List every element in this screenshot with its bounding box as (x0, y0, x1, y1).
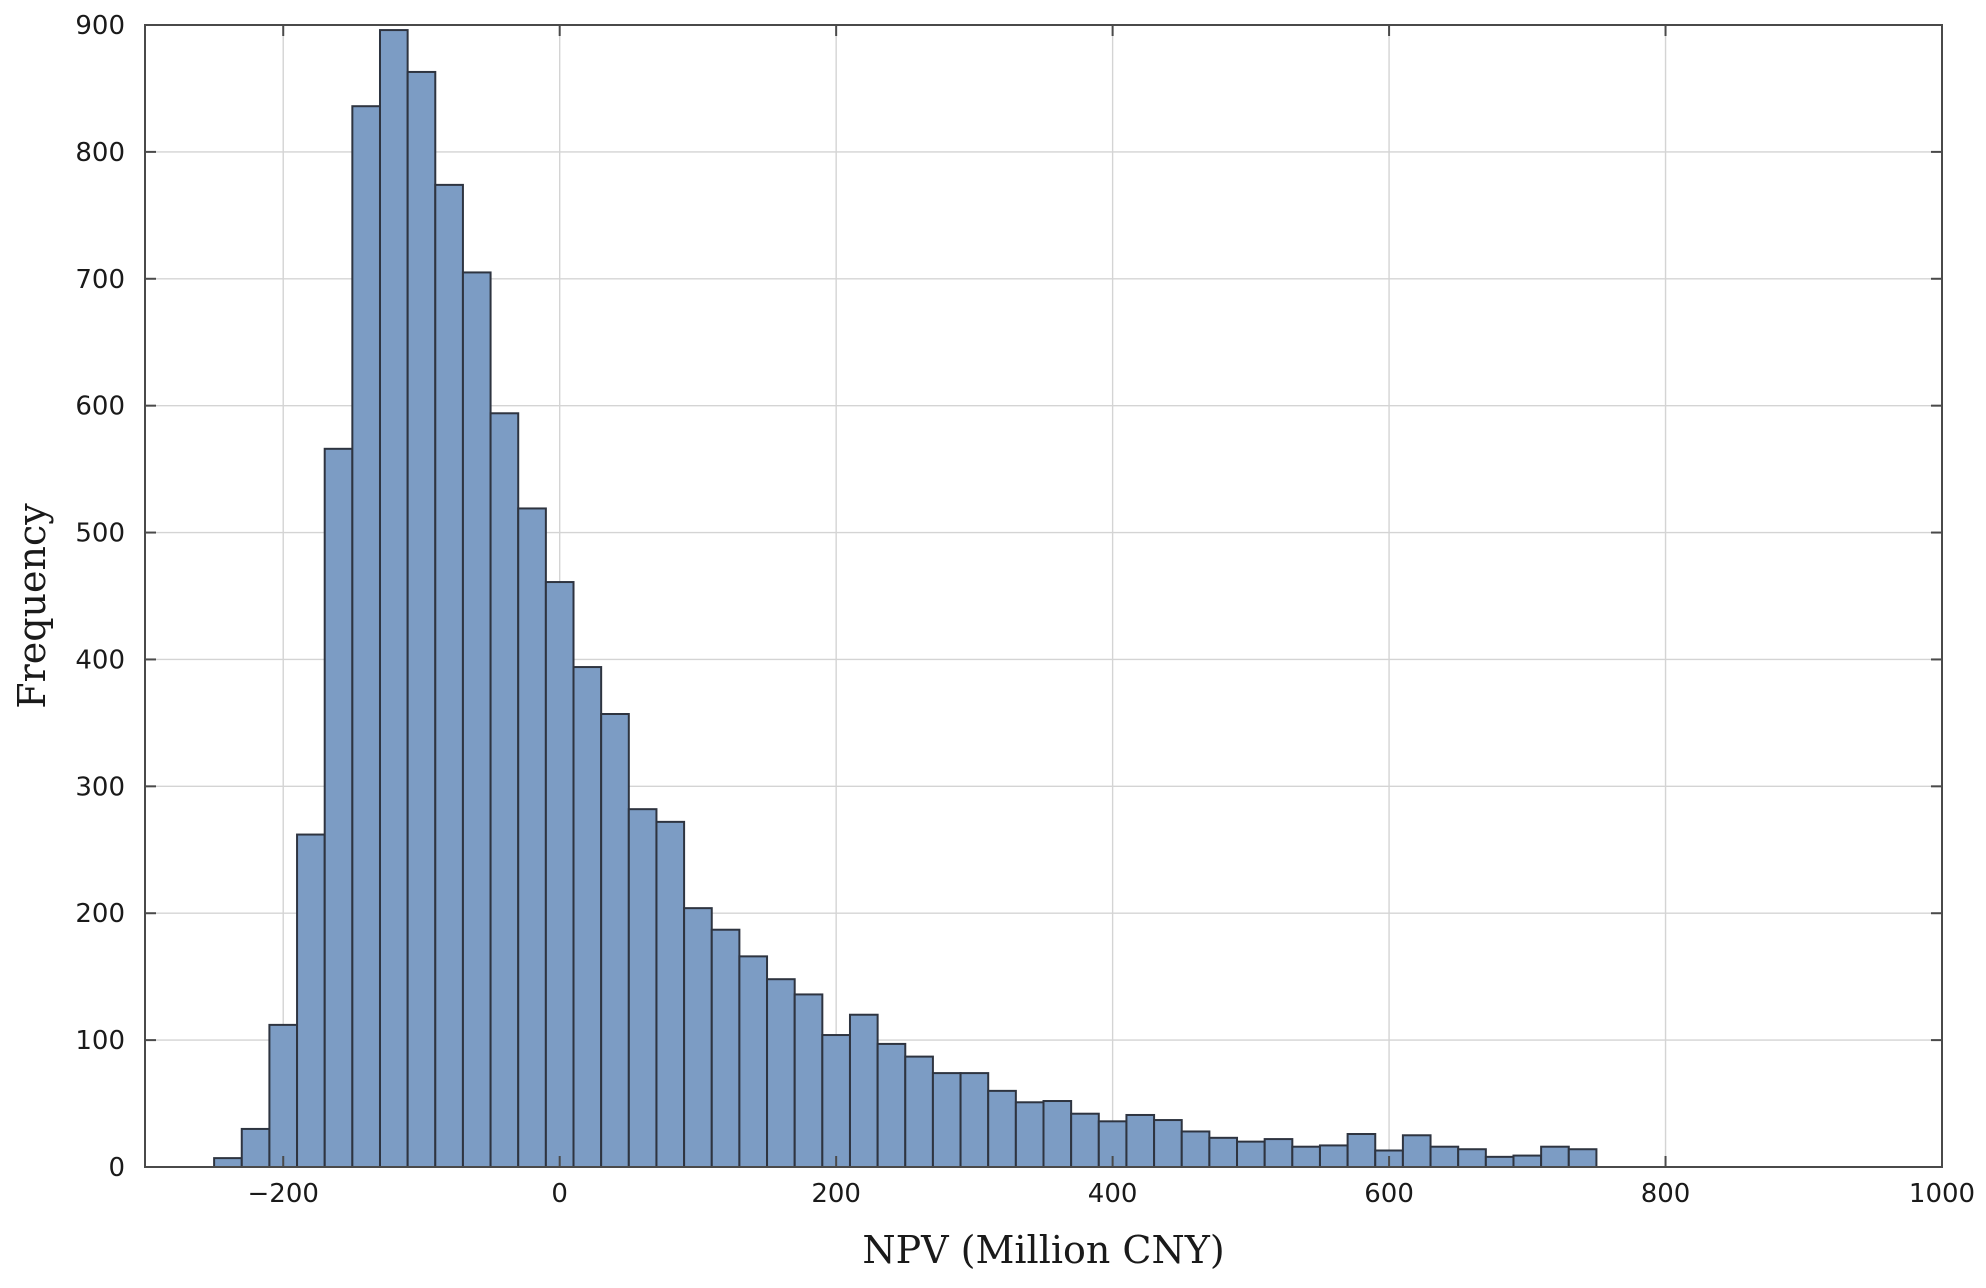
x-tick-label: 800 (1641, 1179, 1691, 1209)
y-tick-label: 500 (75, 519, 125, 549)
x-tick-label: 600 (1364, 1179, 1414, 1209)
y-tick-label: 100 (75, 1026, 125, 1056)
histogram-bar (1318, 1144, 1349, 1168)
histogram-bar (1540, 1145, 1570, 1168)
x-tick-labels: −200 0 200 400 600 800 1000 (248, 1179, 1976, 1209)
histogram-bar (627, 808, 658, 1168)
y-tick-label: 400 (75, 645, 125, 675)
histogram-bar (1457, 1148, 1487, 1169)
plot-frame (144, 24, 1943, 1168)
histogram-bar (517, 507, 547, 1168)
axis-ticks (145, 24, 1943, 1168)
histogram-bar (1429, 1145, 1460, 1168)
histogram-bar (683, 907, 713, 1168)
histogram-bar (572, 666, 603, 1169)
histogram-bar (848, 1013, 879, 1168)
histogram-bar (544, 581, 575, 1168)
histogram-bar (600, 713, 630, 1168)
histogram-bar (1291, 1145, 1321, 1168)
histogram-bar (1042, 1100, 1073, 1169)
y-axis-title: Frequency (10, 503, 54, 709)
histogram-bar (489, 412, 520, 1168)
histogram-bar (1263, 1138, 1294, 1169)
y-tick-label: 300 (75, 772, 125, 802)
y-tick-label: 200 (75, 899, 125, 929)
histogram-bar (1567, 1148, 1598, 1169)
histogram-bar (434, 183, 464, 1168)
histogram-bar (821, 1034, 851, 1168)
histogram-bar (1401, 1134, 1432, 1169)
histogram-bar (296, 833, 326, 1168)
x-tick-label: 0 (551, 1179, 568, 1209)
histogram-bar (1153, 1119, 1183, 1169)
histogram-bar (793, 993, 824, 1168)
y-tick-label: 700 (75, 265, 125, 295)
histogram-bar (268, 1023, 299, 1168)
histogram-bar (655, 820, 686, 1169)
histogram-bar (1014, 1101, 1045, 1168)
x-tick-label: 1000 (1909, 1179, 1975, 1209)
x-tick-label: 200 (811, 1179, 861, 1209)
histogram-bar (461, 271, 492, 1168)
histogram-bar (738, 955, 769, 1168)
y-tick-label: 600 (75, 392, 125, 422)
histogram-bar (1484, 1155, 1515, 1168)
histogram-bar (351, 105, 381, 1169)
y-tick-label: 0 (108, 1153, 125, 1183)
histogram-bar (987, 1089, 1017, 1169)
histogram-bar (406, 70, 437, 1169)
histogram-bar (1346, 1133, 1377, 1169)
x-tick-label: 400 (1088, 1179, 1138, 1209)
histogram-bar (378, 29, 409, 1168)
histogram-bar (710, 928, 741, 1168)
histogram-bar (959, 1072, 990, 1168)
histogram-bar (1512, 1154, 1543, 1168)
histogram-bar (1236, 1140, 1266, 1168)
y-tick-label: 800 (75, 138, 125, 168)
histogram-bar (766, 978, 796, 1169)
histogram-bar (240, 1127, 271, 1169)
histogram-bar (213, 1157, 243, 1169)
x-axis-title: NPV (Million CNY) (862, 1228, 1224, 1272)
histogram-bar (904, 1055, 934, 1169)
histogram-bar (1070, 1112, 1100, 1168)
histogram-bars (213, 29, 1598, 1169)
y-tick-label: 900 (75, 11, 125, 41)
x-tick-label: −200 (248, 1179, 319, 1209)
histogram-bar (931, 1072, 962, 1168)
histogram-bar (1180, 1130, 1211, 1168)
y-tick-labels: 0 100 200 300 400 500 600 700 800 900 (75, 11, 125, 1183)
histogram-bar (323, 447, 354, 1168)
histogram-bar (1208, 1136, 1239, 1168)
histogram-bar (876, 1042, 907, 1168)
histogram-bar (1125, 1113, 1156, 1169)
